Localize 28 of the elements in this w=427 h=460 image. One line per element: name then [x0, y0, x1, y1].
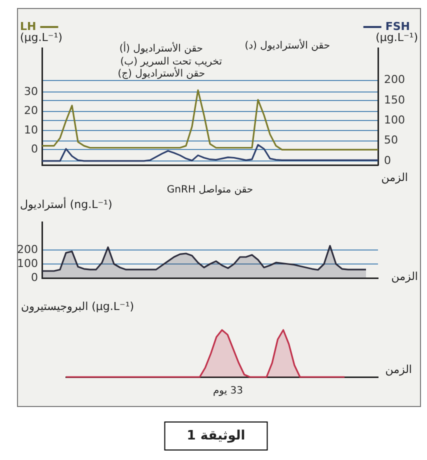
- text: حقن متواصل GnRH: [166, 184, 254, 196]
- y-tick-label: 30: [24, 84, 38, 98]
- x-axis-title: الزمن: [391, 270, 418, 283]
- annotation: حقن الأستراديول (د): [244, 38, 330, 52]
- legend-label: FSH: [385, 20, 410, 33]
- y-tick-label: 10: [24, 123, 38, 136]
- y-axis-title: أستراديول (ng.L⁻¹): [20, 196, 112, 211]
- x-axis-title: الزمن: [381, 170, 408, 184]
- text: 33 يوم: [212, 386, 244, 397]
- text: LH: [20, 20, 36, 33]
- y-tick-label: 200: [17, 242, 38, 256]
- annotation: حقن الأستراديول (ج): [118, 66, 205, 80]
- y2-axis-title: (µg.L⁻¹): [376, 30, 418, 44]
- y-axis-title: البروجيستيرون (µg.L⁻¹): [21, 300, 134, 313]
- y2-tick-label: 0: [384, 154, 391, 167]
- y2-tick-label: 150: [384, 93, 405, 106]
- y-tick-label: 100: [17, 256, 38, 270]
- x-axis-title: الزمن: [385, 362, 412, 376]
- y-tick-label: 20: [24, 104, 38, 118]
- y2-tick-label: 50: [384, 134, 398, 147]
- y-axis-title: (µg.L⁻¹): [20, 30, 62, 44]
- text: الوثيقة 1: [186, 428, 246, 444]
- y2-tick-label: 100: [384, 113, 405, 126]
- y-tick-label: 0: [31, 142, 38, 156]
- y2-tick-label: 200: [384, 73, 405, 86]
- annotation: حقن الأستراديول (أ): [119, 42, 203, 55]
- annotation: تخريب تحت السرير (ب): [120, 56, 222, 68]
- y-tick-label: 0: [31, 270, 38, 284]
